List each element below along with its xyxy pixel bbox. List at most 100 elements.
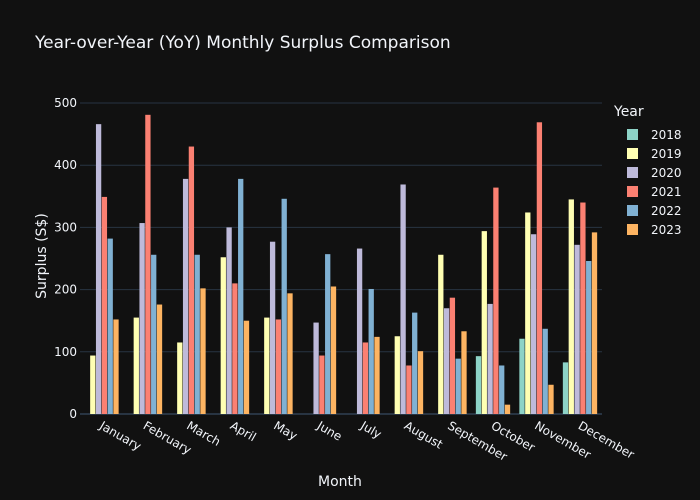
bar-2021-july[interactable] <box>362 342 369 414</box>
bar-2019-august[interactable] <box>394 336 400 414</box>
bar-2019-march[interactable] <box>177 342 183 414</box>
bar-2020-july[interactable] <box>356 248 363 414</box>
legend-label: 2018 <box>651 127 682 142</box>
legend-item-2020[interactable]: 2020 <box>614 163 682 182</box>
bar-2022-november[interactable] <box>542 328 548 414</box>
bar-2020-september[interactable] <box>443 308 450 414</box>
y-axis-title: Surplus (S$) <box>34 213 50 299</box>
bar-2022-may[interactable] <box>281 198 287 414</box>
bar-2020-may[interactable] <box>269 241 276 414</box>
y-tick-label: 100 <box>54 345 77 359</box>
bar-2021-june[interactable] <box>319 355 325 414</box>
bar-2019-january[interactable] <box>90 355 96 414</box>
bar-2023-october[interactable] <box>504 404 511 414</box>
bar-2018-november[interactable] <box>519 338 525 414</box>
bar-2023-november[interactable] <box>548 384 554 414</box>
bar-2020-august[interactable] <box>400 184 406 414</box>
x-axis-title: Month <box>318 474 362 490</box>
bar-2023-may[interactable] <box>287 293 293 414</box>
bar-2021-august[interactable] <box>406 365 412 414</box>
legend-item-2022[interactable]: 2022 <box>614 201 682 220</box>
bar-2018-october[interactable] <box>475 356 482 414</box>
bar-2023-august[interactable] <box>417 351 424 414</box>
legend-swatch <box>627 167 638 178</box>
bar-2021-february[interactable] <box>145 114 151 415</box>
bar-2022-february[interactable] <box>151 254 157 414</box>
bar-2019-december[interactable] <box>568 199 574 414</box>
bar-2023-january[interactable] <box>113 319 119 414</box>
bar-2020-february[interactable] <box>139 223 145 414</box>
bar-2022-april[interactable] <box>238 178 244 414</box>
legend-item-2023[interactable]: 2023 <box>614 220 682 239</box>
bar-2023-march[interactable] <box>200 288 206 414</box>
chart-title: Year-over-Year (YoY) Monthly Surplus Com… <box>35 33 451 53</box>
bar-2023-april[interactable] <box>243 320 250 414</box>
legend-items: 2018 2019 2020 2021 2022 2023 <box>614 125 682 239</box>
x-tick-label: June <box>314 418 345 444</box>
bar-2021-april[interactable] <box>232 283 238 414</box>
bar-2023-december[interactable] <box>591 232 598 414</box>
legend-title: Year <box>614 104 644 120</box>
y-tick-label: 200 <box>54 283 77 297</box>
bar-2020-november[interactable] <box>530 234 537 414</box>
legend-swatch <box>627 205 638 216</box>
bar-2020-june[interactable] <box>313 322 319 414</box>
x-tick-label: April <box>228 418 259 444</box>
bar-2023-july[interactable] <box>374 336 380 414</box>
bar-2023-september[interactable] <box>461 331 467 414</box>
bar-2022-december[interactable] <box>586 260 592 414</box>
legend-label: 2019 <box>651 146 682 161</box>
legend: Year 2018 2019 2020 2021 2022 2023 <box>614 104 682 239</box>
bar-2023-february[interactable] <box>156 304 163 414</box>
bar-2022-january[interactable] <box>107 238 113 414</box>
y-tick-label: 400 <box>54 158 77 172</box>
legend-item-2021[interactable]: 2021 <box>614 182 682 201</box>
bar-2021-may[interactable] <box>275 319 282 414</box>
bar-2019-october[interactable] <box>481 231 487 414</box>
gridlines <box>80 102 602 415</box>
bar-2018-december[interactable] <box>562 362 569 414</box>
bar-2021-october[interactable] <box>493 187 499 414</box>
bar-2020-march[interactable] <box>182 178 189 414</box>
bar-2019-april[interactable] <box>220 257 226 414</box>
bar-2019-september[interactable] <box>438 254 444 414</box>
bar-2023-june[interactable] <box>330 286 337 414</box>
bar-2021-november[interactable] <box>536 122 543 415</box>
bar-2021-september[interactable] <box>449 297 456 414</box>
x-tick-label: January <box>96 418 143 453</box>
legend-label: 2021 <box>651 184 682 199</box>
legend-item-2018[interactable]: 2018 <box>614 125 682 144</box>
bar-2022-june[interactable] <box>325 254 331 414</box>
bar-2021-march[interactable] <box>188 146 195 415</box>
y-tick-label: 500 <box>54 96 77 110</box>
bars-layer <box>90 114 598 415</box>
legend-label: 2022 <box>651 203 682 218</box>
x-tick-label: July <box>357 418 384 441</box>
bar-2019-february[interactable] <box>133 317 139 414</box>
x-tick-label: May <box>271 418 299 443</box>
legend-label: 2023 <box>651 222 682 237</box>
bar-2020-october[interactable] <box>487 303 493 414</box>
y-tick-label: 300 <box>54 220 77 234</box>
bar-2019-may[interactable] <box>264 317 270 414</box>
legend-swatch <box>627 186 638 197</box>
bar-2022-march[interactable] <box>194 254 200 414</box>
bar-2021-january[interactable] <box>101 196 108 414</box>
bar-2020-december[interactable] <box>574 244 580 414</box>
legend-label: 2020 <box>651 165 682 180</box>
legend-item-2019[interactable]: 2019 <box>614 144 682 163</box>
y-tick-label: 0 <box>69 407 77 421</box>
x-tick-label: August <box>402 418 446 451</box>
bar-2021-december[interactable] <box>580 202 586 414</box>
bar-2022-august[interactable] <box>412 312 418 414</box>
bar-2020-april[interactable] <box>226 227 232 414</box>
bar-2022-july[interactable] <box>368 288 374 414</box>
bar-2020-january[interactable] <box>95 124 102 414</box>
legend-swatch <box>627 224 638 235</box>
bar-2022-october[interactable] <box>499 365 505 414</box>
bar-2019-november[interactable] <box>525 212 531 414</box>
y-tick-labels: 0 100 200 300 400 500 <box>54 96 77 421</box>
bar-2022-september[interactable] <box>455 358 461 414</box>
